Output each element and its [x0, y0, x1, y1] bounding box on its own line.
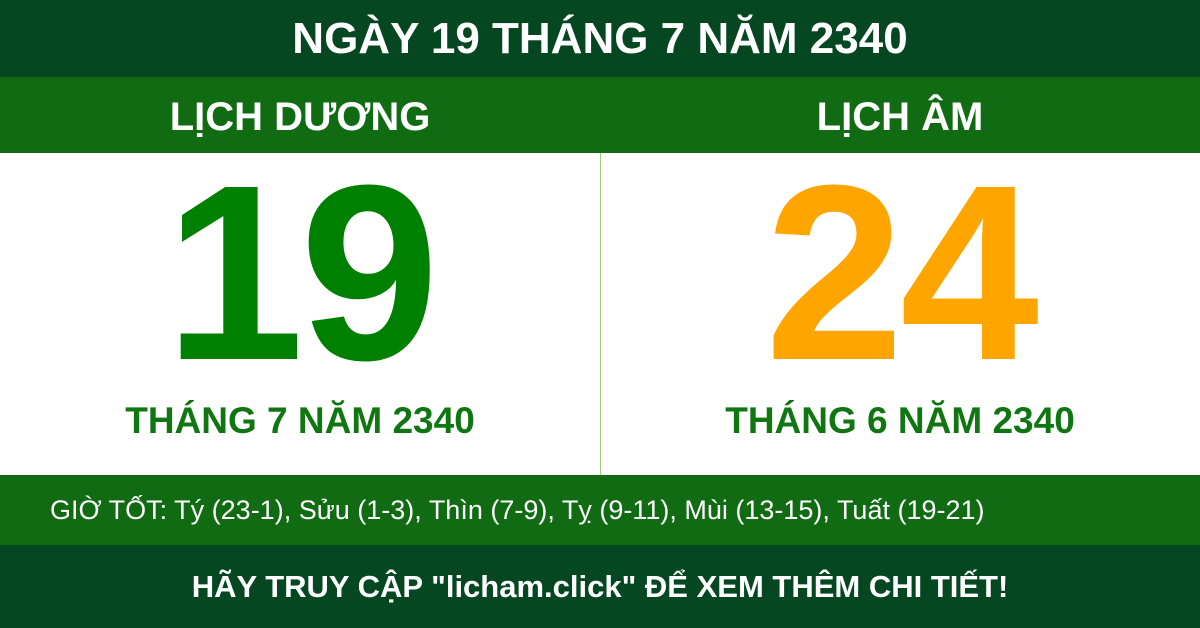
calendar-headers: LỊCH DƯƠNG LỊCH ÂM — [0, 77, 1200, 153]
footer-cta: HÃY TRUY CẬP "licham.click" ĐỂ XEM THÊM … — [0, 545, 1200, 628]
good-hours: GIỜ TỐT: Tý (23-1), Sửu (1-3), Thìn (7-9… — [0, 475, 1200, 545]
solar-month-year: THÁNG 7 NĂM 2340 — [125, 400, 475, 441]
solar-panel: 19 THÁNG 7 NĂM 2340 — [0, 133, 600, 475]
lunar-day: 24 — [764, 133, 1039, 412]
lunar-calendar-label: LỊCH ÂM — [816, 95, 984, 139]
lunar-panel: 24 THÁNG 6 NĂM 2340 — [600, 133, 1200, 475]
solar-calendar-label: LỊCH DƯƠNG — [169, 95, 431, 139]
lunar-month-year: THÁNG 6 NĂM 2340 — [725, 400, 1075, 441]
page-title: NGÀY 19 THÁNG 7 NĂM 2340 — [0, 0, 1200, 77]
divider — [600, 153, 601, 475]
solar-day: 19 — [164, 133, 439, 412]
